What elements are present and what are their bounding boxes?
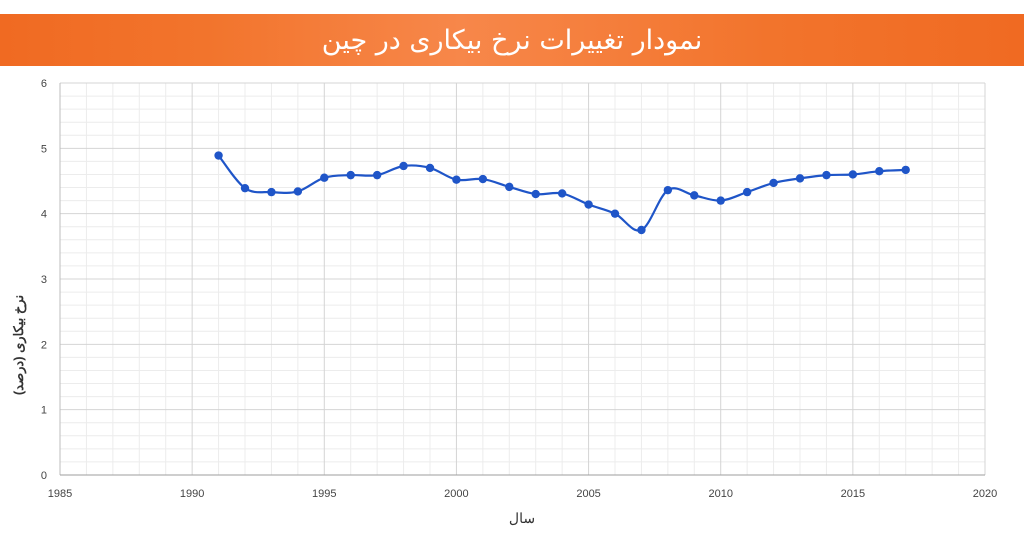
axes <box>59 83 985 476</box>
data-point <box>214 151 223 160</box>
data-point <box>240 183 250 193</box>
data-point <box>637 225 646 235</box>
data-point <box>716 196 725 205</box>
x-tick-label: 2020 <box>973 488 997 500</box>
data-point <box>557 189 567 198</box>
data-point <box>875 167 884 176</box>
x-tick-label: 2015 <box>841 488 865 500</box>
data-point <box>505 182 514 192</box>
data-point <box>584 200 593 209</box>
data-point <box>848 170 858 179</box>
x-axis-label: سال <box>509 510 535 526</box>
x-tick-label: 1990 <box>180 488 204 500</box>
data-point <box>399 161 408 171</box>
x-tick-label: 2005 <box>576 488 600 500</box>
x-tick-label: 2000 <box>444 488 468 500</box>
data-point <box>901 165 910 175</box>
y-tick-label: 0 <box>41 470 47 482</box>
y-tick-label: 4 <box>41 209 47 221</box>
series-layer <box>214 151 910 235</box>
data-point <box>795 174 805 183</box>
x-tick-label: 1995 <box>312 488 336 500</box>
chart-container: 1985 1990 1995 2000 2005 2010 2015 2020 0 1 2 3 4 5 6… <box>0 66 1024 546</box>
x-tick-label: 1985 <box>48 488 72 500</box>
data-point <box>742 187 752 197</box>
y-tick-label: 2 <box>41 339 47 351</box>
line-chart: 1985 1990 1995 2000 2005 2010 2015 2020 0 1 2 3 4 5 6… <box>11 78 997 526</box>
y-tick-label: 6 <box>41 78 47 90</box>
data-point <box>346 170 355 180</box>
data-point <box>372 170 382 180</box>
y-tick-label: 1 <box>41 405 47 417</box>
title-banner: نمودار تغییرات نرخ بیکاری در چین <box>0 14 1024 66</box>
x-tick-labels: 1985 1990 1995 2000 2005 2010 2015 2020 <box>48 488 997 500</box>
data-point <box>478 174 488 184</box>
data-point <box>293 187 303 196</box>
data-point <box>267 187 276 197</box>
x-tick-label: 2010 <box>708 488 732 500</box>
page-title: نمودار تغییرات نرخ بیکاری در چین <box>321 24 703 56</box>
data-point <box>769 178 778 188</box>
data-point <box>610 209 620 218</box>
y-tick-label: 5 <box>41 143 47 155</box>
y-axis-label: نرخ بیکاری (درصد) <box>11 295 27 395</box>
major-grid <box>59 82 986 476</box>
data-point <box>452 175 461 184</box>
data-point <box>531 189 540 199</box>
data-point <box>425 163 435 173</box>
y-tick-labels: 0 1 2 3 4 5 6 <box>41 78 47 482</box>
data-point <box>663 185 673 195</box>
data-point <box>690 191 699 200</box>
data-point <box>822 170 831 180</box>
data-point <box>320 173 329 182</box>
y-tick-label: 3 <box>41 274 47 286</box>
